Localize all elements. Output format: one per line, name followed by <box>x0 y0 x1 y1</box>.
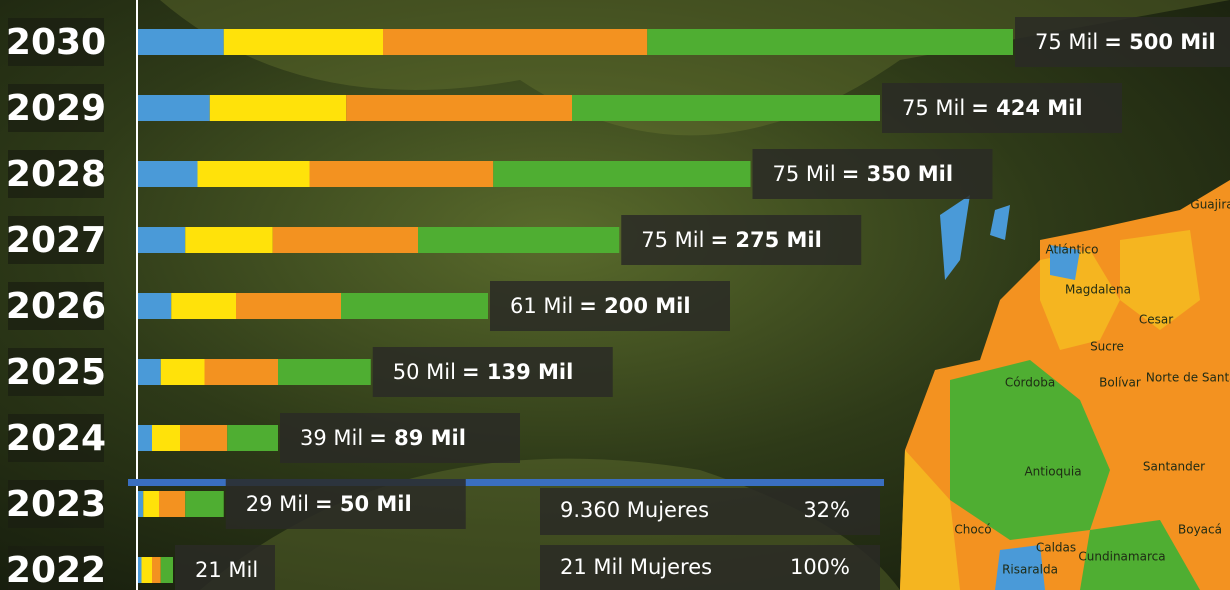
map-label: Guajira <box>1190 198 1230 212</box>
year-label: 2025 <box>6 352 106 393</box>
map-label: Bolívar <box>1099 376 1141 390</box>
map-label: Sucre <box>1090 340 1124 354</box>
bar-segment <box>236 293 341 319</box>
bar-label: 75 Mil= 500 Mil <box>1035 30 1216 54</box>
bar-label: 75 Mil= 350 Mil <box>773 162 954 186</box>
bar-segment <box>138 293 171 319</box>
bar-segment <box>138 29 224 55</box>
bar-base: 75 Mil <box>902 96 965 120</box>
year-label: 2030 <box>6 22 106 63</box>
bar-segment <box>152 425 180 451</box>
year-label: 2024 <box>6 418 106 459</box>
map-label: Chocó <box>954 523 991 537</box>
year-label: 2023 <box>6 484 106 525</box>
bar-total: = 50 Mil <box>315 492 412 516</box>
bar-segment <box>161 557 173 583</box>
map-label: Norte de Santander <box>1146 371 1230 385</box>
map-label: Cesar <box>1139 313 1173 327</box>
map-label: Caldas <box>1036 541 1076 555</box>
map: Guajira Atlántico Magdalena Cesar Sucre Norte… <box>900 180 1230 590</box>
bar-base: 39 Mil <box>300 426 363 450</box>
bar-segment <box>138 359 161 385</box>
year-label: 2026 <box>6 286 106 327</box>
bar-segment <box>572 95 880 121</box>
bar-segment <box>341 293 488 319</box>
bar-label: 75 Mil= 275 Mil <box>641 228 822 252</box>
bar-base: 61 Mil <box>510 294 573 318</box>
map-label: Boyacá <box>1178 523 1222 537</box>
bar-segment <box>159 491 185 517</box>
bar-segment <box>278 359 371 385</box>
bar-segment <box>647 29 1013 55</box>
bar-segment <box>383 29 647 55</box>
bar-label: 21 Mil <box>195 558 258 582</box>
map-label: Santander <box>1143 460 1205 474</box>
bar-base: 75 Mil <box>1035 30 1098 54</box>
panel-percent: 100% <box>790 555 850 579</box>
bar-segment <box>346 95 572 121</box>
bar-label: 39 Mil= 89 Mil <box>300 426 466 450</box>
map-label: Risaralda <box>1002 563 1058 577</box>
infographic: Guajira Atlántico Magdalena Cesar Sucre Norte… <box>0 0 1230 590</box>
panel-label: 21 Mil Mujeres <box>560 555 712 579</box>
map-label: Antioquia <box>1024 465 1081 479</box>
bar-segment <box>180 425 227 451</box>
map-label: Córdoba <box>1005 376 1055 390</box>
bar-segment <box>227 425 278 451</box>
bar-base: 29 Mil <box>246 492 309 516</box>
bar-label: 50 Mil= 139 Mil <box>393 360 574 384</box>
bar-total: = 89 Mil <box>369 426 466 450</box>
bar-total: = 424 Mil <box>971 96 1082 120</box>
bar-total: = 139 Mil <box>462 360 573 384</box>
bar-segment <box>138 227 185 253</box>
panel-percent: 32% <box>803 498 850 522</box>
bar-total: = 350 Mil <box>842 162 953 186</box>
bar-base: 21 Mil <box>195 558 258 582</box>
bar-label: 75 Mil= 424 Mil <box>902 96 1083 120</box>
bar-segment <box>210 95 347 121</box>
bar-segment <box>418 227 619 253</box>
bar-total: = 275 Mil <box>710 228 821 252</box>
bar-base: 75 Mil <box>641 228 704 252</box>
bar-segment <box>138 491 143 517</box>
bar-segment <box>138 425 152 451</box>
bar-label: 29 Mil= 50 Mil <box>246 492 412 516</box>
bar-segment <box>310 161 494 187</box>
bar-base: 50 Mil <box>393 360 456 384</box>
bar-segment <box>205 359 279 385</box>
bar-segment <box>161 359 205 385</box>
map-label: Magdalena <box>1065 283 1131 297</box>
bar-segment <box>138 557 142 583</box>
bar-segment <box>224 29 383 55</box>
bar-segment <box>142 557 153 583</box>
bar-base: 75 Mil <box>773 162 836 186</box>
bar-segment <box>152 557 161 583</box>
bar-segment <box>138 161 198 187</box>
year-label: 2027 <box>6 220 106 261</box>
bar-total: = 200 Mil <box>579 294 690 318</box>
bar-segment <box>273 227 418 253</box>
bar-segment <box>143 491 159 517</box>
bar-total: = 500 Mil <box>1104 30 1215 54</box>
map-label: Atlántico <box>1046 243 1099 257</box>
bar-segment <box>493 161 750 187</box>
bar-segment <box>138 95 210 121</box>
year-label: 2029 <box>6 88 106 129</box>
year-label: 2028 <box>6 154 106 195</box>
map-label: Cundinamarca <box>1078 550 1165 564</box>
panel-label: 9.360 Mujeres <box>560 498 709 522</box>
bar-segment <box>185 491 224 517</box>
bar-segment <box>185 227 273 253</box>
bar-segment <box>198 161 310 187</box>
bar-segment <box>171 293 236 319</box>
bar-label: 61 Mil= 200 Mil <box>510 294 691 318</box>
year-label: 2022 <box>6 550 106 590</box>
